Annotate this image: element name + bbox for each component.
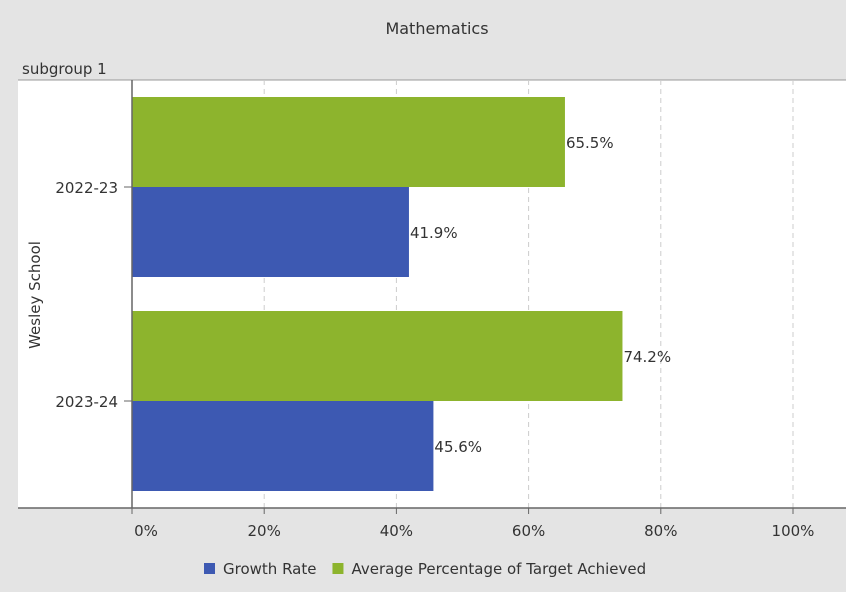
data-label: 65.5%: [566, 134, 614, 152]
chart-title: Mathematics: [385, 19, 488, 38]
x-tick-labels: 0% 20% 40% 60% 80% 100%: [131, 508, 815, 540]
x-tick-label: 60%: [512, 522, 545, 540]
bar-target-achieved: [132, 311, 623, 401]
category-label: 2022-23: [55, 179, 118, 197]
x-tick-label: 0%: [134, 522, 158, 540]
bar-growth-rate: [132, 187, 409, 277]
y-group-label: Wesley School: [26, 241, 44, 349]
category-label: 2023-24: [55, 393, 118, 411]
category-labels-layer: 2022-23 2023-24: [55, 179, 132, 411]
legend-swatch: [204, 563, 215, 574]
x-tick-label: 80%: [644, 522, 677, 540]
legend: Growth Rate Average Percentage of Target …: [204, 560, 646, 578]
legend-swatch: [332, 563, 344, 574]
legend-label: Average Percentage of Target Achieved: [351, 560, 646, 578]
x-tick-label: 40%: [380, 522, 413, 540]
x-tick-label: 100%: [772, 522, 815, 540]
data-label: 45.6%: [434, 438, 482, 456]
bar-growth-rate: [132, 401, 434, 491]
data-label: 74.2%: [623, 348, 671, 366]
legend-label: Growth Rate: [223, 560, 316, 578]
data-label: 41.9%: [410, 224, 458, 242]
subgroup-label: subgroup 1: [22, 60, 107, 78]
bar-target-achieved: [132, 97, 565, 187]
x-tick-label: 20%: [248, 522, 281, 540]
bars-layer: [132, 97, 623, 491]
data-labels-layer: 65.5% 41.9% 74.2% 45.6%: [410, 134, 671, 456]
